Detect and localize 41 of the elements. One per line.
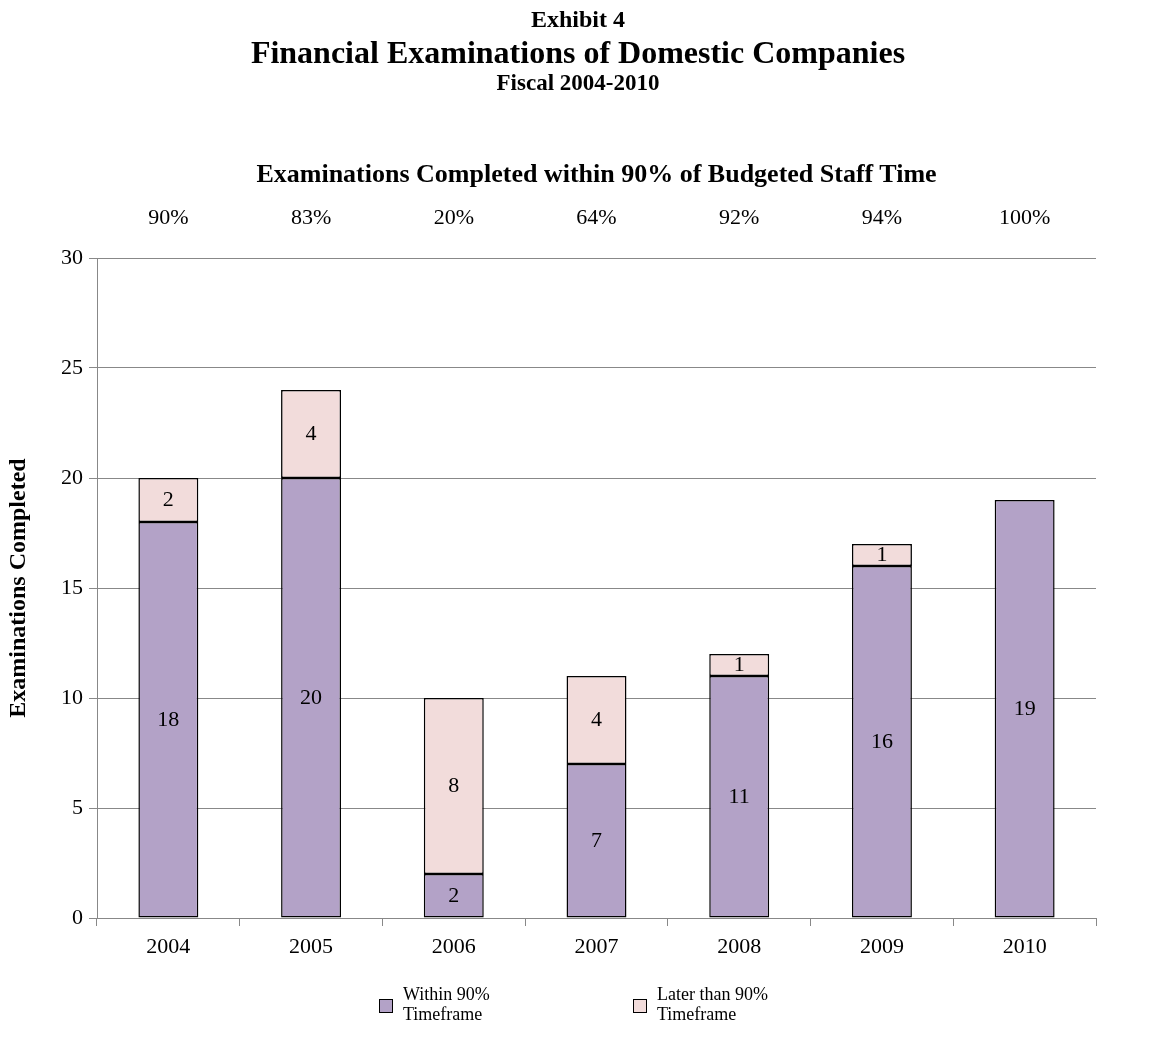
- x-tick-label: 2009: [859, 932, 904, 958]
- chart-title: Financial Examinations of Domestic Companies: [249, 33, 907, 71]
- data-label: 1: [733, 650, 745, 676]
- y-axis-title: Examinations Completed: [3, 457, 30, 718]
- chart-subtitle: Fiscal 2004-2010: [495, 70, 661, 97]
- text: Exhibit 4: [530, 6, 626, 34]
- x-tick-label: 2007: [574, 932, 619, 958]
- data-label: 8: [448, 771, 460, 797]
- data-label: 20: [300, 683, 323, 709]
- text: 94%: [861, 203, 903, 229]
- y-tick-label: 15: [61, 573, 83, 599]
- x2-axis-title: Examinations Completed within 90% of Budgeted Staff Time: [256, 158, 937, 188]
- data-label: 7: [591, 826, 602, 852]
- x-tick-label: 2008: [717, 932, 762, 958]
- legend-label: Within 90% Timeframe: [403, 984, 491, 1025]
- text: 64%: [576, 203, 617, 229]
- y-tick-label: 20: [61, 463, 83, 489]
- y-tick-label: 5: [72, 793, 83, 819]
- y-tick-label: 25: [61, 353, 83, 379]
- y-tick-label: 0: [72, 903, 83, 929]
- y-tick-label: 10: [61, 683, 83, 709]
- data-label: 11: [728, 782, 750, 808]
- text: 100%: [998, 203, 1051, 229]
- x-tick-label: 2004: [146, 932, 191, 958]
- data-label: 4: [591, 705, 602, 731]
- x-tick-label: 2010: [1002, 932, 1047, 958]
- text: 83%: [290, 203, 332, 229]
- text: 92%: [719, 203, 760, 229]
- y-tick-label: 30: [61, 243, 83, 269]
- text: 20%: [433, 203, 474, 229]
- data-label: 19: [1013, 694, 1036, 720]
- data-label: 16: [870, 727, 893, 753]
- data-label: 1: [876, 540, 888, 566]
- x-tick-label: 2005: [289, 932, 334, 958]
- x-tick-label: 2006: [431, 932, 476, 958]
- legend-label: Later than 90% Timeframe: [657, 984, 769, 1025]
- data-label: 2: [162, 485, 174, 511]
- data-label: 18: [157, 705, 180, 731]
- data-label: 2: [448, 881, 460, 907]
- text: 90%: [148, 203, 189, 229]
- data-label: 4: [305, 419, 317, 445]
